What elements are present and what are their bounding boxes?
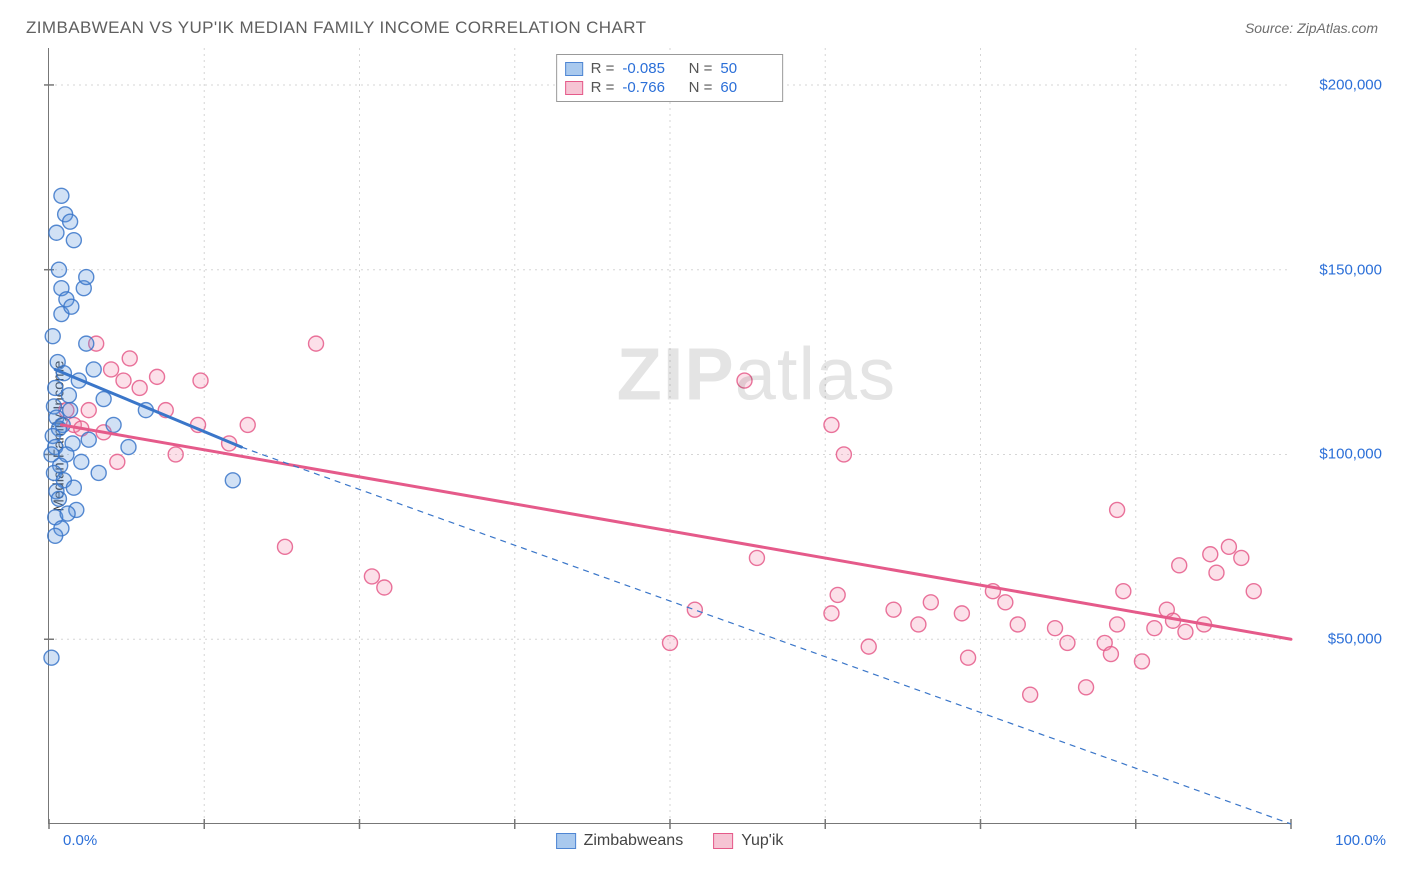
stats-panel: R = -0.085 N = 50 R = -0.766 N = 60 <box>556 54 784 102</box>
stat-r-value: -0.766 <box>622 79 676 96</box>
legend-swatch <box>556 833 576 849</box>
plot-svg <box>49 48 1290 823</box>
legend: Zimbabweans Yup'ik <box>556 832 784 850</box>
stats-row: R = -0.085 N = 50 <box>565 59 775 78</box>
legend-swatch <box>565 81 583 95</box>
chart-title: ZIMBABWEAN VS YUP'IK MEDIAN FAMILY INCOM… <box>26 18 646 38</box>
x-axis-max-label: 100.0% <box>1335 832 1386 849</box>
legend-swatch <box>713 833 733 849</box>
stat-r-label: R = <box>591 79 615 96</box>
legend-swatch <box>565 62 583 76</box>
legend-item: Zimbabweans <box>556 832 684 850</box>
y-tick-label: $200,000 <box>1319 76 1382 93</box>
scatter-chart: Median Family Income ZIPatlas R =-0.085 … <box>48 48 1290 824</box>
stat-r-label: R = <box>591 60 615 77</box>
stats-row: R = -0.766 N = 60 <box>565 78 775 97</box>
legend-item: Yup'ik <box>713 832 783 850</box>
legend-label: Zimbabweans <box>584 832 684 850</box>
stat-n-label: N = <box>684 60 712 77</box>
stat-n-value: 60 <box>720 79 774 96</box>
y-tick-label: $50,000 <box>1328 631 1382 648</box>
x-axis-min-label: 0.0% <box>63 832 97 849</box>
y-tick-label: $100,000 <box>1319 446 1382 463</box>
stat-r-value: -0.085 <box>622 60 676 77</box>
legend-label: Yup'ik <box>741 832 783 850</box>
stat-n-value: 50 <box>720 60 774 77</box>
source-label: Source: ZipAtlas.com <box>1245 20 1378 36</box>
stat-n-label: N = <box>684 79 712 96</box>
y-tick-label: $150,000 <box>1319 261 1382 278</box>
